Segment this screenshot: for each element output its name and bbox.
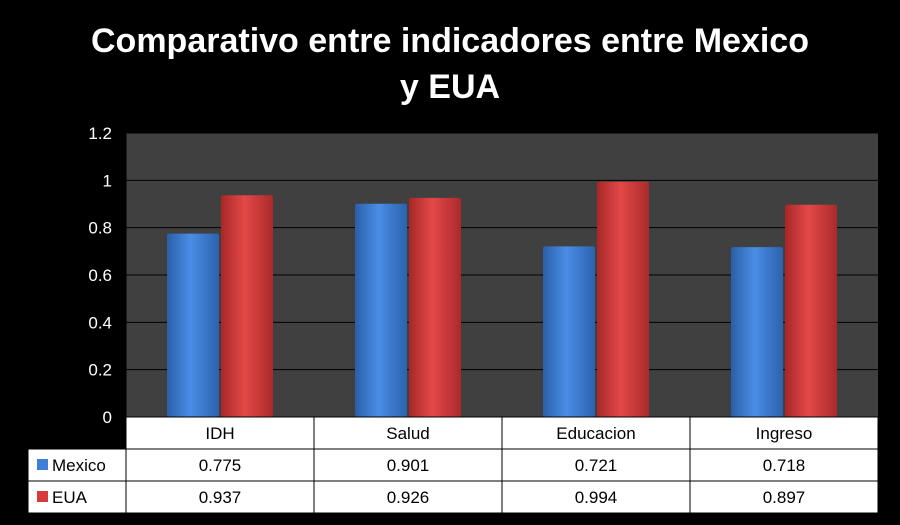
x-tick-label: Ingreso xyxy=(756,424,813,443)
data-label: 0.926 xyxy=(387,488,430,507)
data-label: 0.718 xyxy=(763,456,806,475)
data-label: 0.897 xyxy=(763,488,806,507)
bar-eua-idh xyxy=(221,195,273,417)
bar-eua-educacion xyxy=(597,181,649,417)
data-label: 0.721 xyxy=(575,456,618,475)
bar-mexico-salud xyxy=(355,203,407,417)
data-label: 0.775 xyxy=(199,456,242,475)
y-tick-label: 0.2 xyxy=(88,361,112,380)
bar-eua-salud xyxy=(409,197,461,417)
bar-mexico-ingreso xyxy=(731,247,783,417)
legend-swatch-mexico xyxy=(37,459,48,470)
bar-eua-ingreso xyxy=(785,204,837,417)
chart-title-line-1: Comparativo entre indicadores entre Mexi… xyxy=(91,22,809,60)
y-tick-label: 0.6 xyxy=(88,266,112,285)
legend-label-mexico: Mexico xyxy=(52,456,106,475)
y-tick-label: 0.4 xyxy=(88,313,112,332)
data-label: 0.901 xyxy=(387,456,430,475)
legend-swatch-eua xyxy=(37,491,48,502)
y-tick-label: 1 xyxy=(103,171,112,190)
y-tick-label: 1.2 xyxy=(88,124,112,143)
bar-mexico-idh xyxy=(167,233,219,417)
x-tick-label: Educacion xyxy=(556,424,635,443)
x-tick-label: Salud xyxy=(386,424,429,443)
bar-mexico-educacion xyxy=(543,246,595,417)
y-tick-label: 0.8 xyxy=(88,219,112,238)
chart-title: Comparativo entre indicadores entre Mexi… xyxy=(0,18,900,110)
chart-title-line-2: y EUA xyxy=(399,68,501,106)
data-label: 0.994 xyxy=(575,488,618,507)
legend-label-eua: EUA xyxy=(52,488,88,507)
y-tick-label: 0 xyxy=(103,408,112,427)
x-tick-label: IDH xyxy=(205,424,234,443)
data-label: 0.937 xyxy=(199,488,242,507)
